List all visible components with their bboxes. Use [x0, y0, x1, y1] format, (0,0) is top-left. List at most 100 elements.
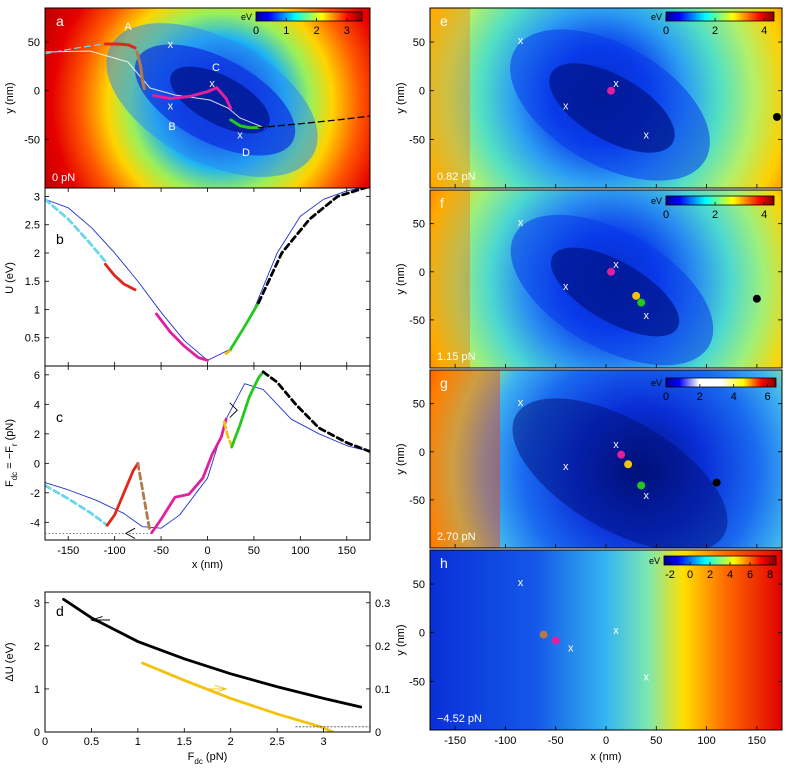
panel-g-colorbar-tick-label: 0	[663, 391, 669, 403]
panel-f-minimum-marker: x	[563, 281, 569, 293]
panel-f-colorbar	[665, 195, 775, 206]
panel-d-xtick-label: 0	[42, 736, 48, 748]
panel-g-ytick-label: 50	[413, 399, 425, 411]
panel-g-minimum-marker: x	[563, 461, 569, 473]
panel-c-series-magenta	[150, 417, 228, 535]
panel-a: x x x x	[45, 8, 370, 188]
panel-a-minimum-marker: x	[168, 39, 174, 51]
panel-d-xtick-label: 1	[135, 736, 141, 748]
panel-a-point-label-A: A	[124, 21, 132, 33]
panel-c-series-brown-dashed	[136, 461, 152, 533]
panel-a-colorbar-tick-label: 0	[253, 25, 259, 37]
panel-c-series-yellow-dashed	[222, 420, 234, 448]
panel-e-force-label: 0.82 pN	[437, 171, 476, 183]
panel-f-ytick-label: 0	[419, 267, 425, 279]
right-xtick-label: 150	[748, 735, 766, 747]
panel-e-core	[549, 63, 675, 153]
panel-d-ytick-label: 1	[34, 684, 40, 696]
panel-h-colorbar-tick-label: 0	[687, 569, 693, 581]
right-xtick-label: 100	[697, 735, 715, 747]
panel-c-xtick-label: 0	[204, 545, 210, 557]
panel-b-series-blue	[45, 188, 364, 361]
panel-h	[430, 550, 782, 730]
panel-e-colorbar-tick-label: 0	[663, 25, 669, 37]
panel-c-plot	[45, 370, 370, 535]
panel-b-series-green	[229, 301, 260, 351]
panel-g-well	[512, 398, 728, 548]
panel-c-xtick-label: 150	[338, 545, 356, 557]
panel-c-ytick-label: -2	[30, 488, 40, 500]
panel-d-letter: d	[56, 603, 64, 619]
panel-e-dot	[607, 86, 616, 95]
panel-c-ytick-label: 2	[34, 429, 40, 441]
panel-c-ytick-label: 4	[34, 399, 40, 411]
panel-h-ylabel: y (nm)	[395, 624, 407, 655]
panel-a-colorbar	[255, 11, 363, 22]
panel-d-y2tick-label: 0.3	[375, 598, 390, 610]
panel-h-minimum-marker: x	[518, 577, 524, 589]
panel-g-minimum-marker: x	[643, 490, 649, 502]
panel-c-ylabel-part: F	[4, 480, 16, 487]
panel-g-dot	[712, 478, 721, 487]
panel-f-colorbar-unit: eV	[651, 196, 662, 206]
panel-d-ytick-label: 2	[34, 641, 40, 653]
panel-d-series-yellow	[141, 661, 335, 732]
panel-h-colorbar	[663, 555, 777, 566]
panel-e-minimum-marker: x	[613, 78, 619, 90]
panel-b-series-yellow	[224, 348, 233, 355]
panel-e-colorbar-tick-label: 2	[712, 25, 718, 37]
right-xtick-label: -50	[548, 735, 564, 747]
panel-d-xtick-label: 3	[321, 736, 327, 748]
panel-h-letter: h	[440, 555, 448, 571]
panel-c-ylabel-part: = −F	[4, 446, 16, 472]
panel-a-path-brown	[135, 50, 146, 91]
panel-b-series-magenta	[155, 312, 209, 362]
panel-f-ytick-label: 50	[413, 219, 425, 231]
panel-h-ytick-label: 0	[419, 628, 425, 640]
panel-b-series-black-dashed	[257, 188, 370, 305]
panel-d-ytick-label: 0	[34, 727, 40, 739]
panel-d-xtick-label: 2.5	[269, 736, 284, 748]
panel-g-ytick-label: -50	[409, 495, 425, 507]
panel-c-ylabel-part: r	[10, 443, 19, 446]
panel-a-minimum-marker: x	[168, 100, 174, 112]
panel-b-letter: b	[56, 231, 64, 247]
panel-e-ytick-label: 50	[413, 37, 425, 49]
panel-e-colorbar	[665, 11, 775, 22]
panel-a-well-core	[170, 66, 270, 134]
panel-f	[430, 190, 782, 368]
panel-a-paths	[45, 42, 370, 130]
right-xtick-label: -150	[444, 735, 466, 747]
panel-f-minimum-marker: x	[613, 259, 619, 271]
panel-a-minimum-marker: x	[237, 129, 243, 141]
panel-d-xtick-label: 2	[228, 736, 234, 748]
panel-a-colorbar-unit: eV	[241, 12, 252, 22]
panel-h-dot	[539, 630, 548, 639]
right-xlabel: x (nm)	[590, 751, 621, 763]
panel-h-colorbar-tick-label: 2	[707, 569, 713, 581]
panel-a-point-label-B: B	[168, 121, 175, 133]
panel-h-colorbar-tick-label: -2	[665, 569, 675, 581]
panel-g-ylabel: y (nm)	[395, 443, 407, 474]
panel-a-colorbar-tick-label: 1	[283, 25, 289, 37]
panel-b-series-red	[103, 262, 137, 292]
panel-a-path-dashed-black	[257, 115, 370, 129]
panel-b-ytick-label: 2	[34, 248, 40, 260]
panel-f-dot	[637, 298, 646, 307]
panel-a-ytick-label: -50	[24, 134, 40, 146]
panel-a-ylabel: y (nm)	[4, 82, 16, 113]
panel-e-minimum-marker: x	[518, 35, 524, 47]
panel-g-left-edge	[430, 370, 500, 548]
panel-e-ytick-label: 0	[419, 86, 425, 98]
panel-d-xlabel-part: (pN)	[203, 751, 227, 763]
panel-f-ylabel: y (nm)	[395, 263, 407, 294]
panel-g-colorbar-tick-label: 4	[731, 391, 737, 403]
panel-f-ytick-label: -50	[409, 315, 425, 327]
panel-h-minimum-marker: x	[568, 642, 574, 654]
panel-f-force-label: 1.15 pN	[437, 351, 476, 363]
panel-b-ylabel: U (eV)	[4, 262, 16, 294]
panel-h-colorbar-unit: eV	[649, 556, 660, 566]
panel-h-heatmap	[430, 550, 782, 730]
panel-b-ytick-label: 0.5	[25, 333, 40, 345]
